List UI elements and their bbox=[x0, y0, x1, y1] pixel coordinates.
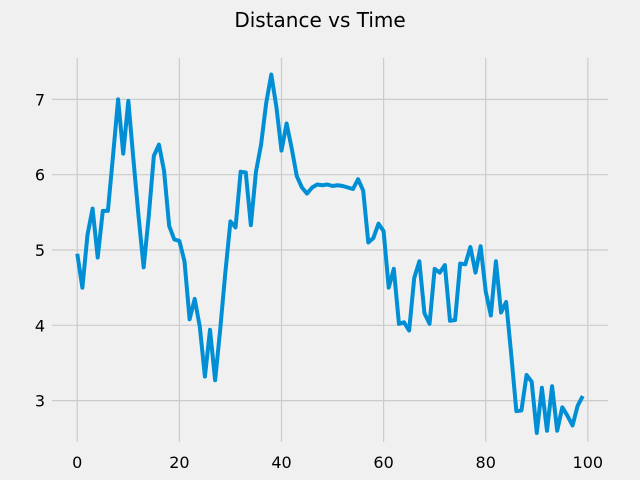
x-tick-label: 100 bbox=[573, 453, 604, 472]
x-tick-label: 0 bbox=[72, 453, 82, 472]
tick-labels: 0 20 40 60 80 100 3 4 5 6 7 bbox=[35, 90, 603, 472]
x-tick-label: 60 bbox=[373, 453, 393, 472]
series-layer bbox=[75, 72, 585, 435]
y-tick-label: 7 bbox=[35, 90, 45, 109]
y-tick-label: 6 bbox=[35, 166, 45, 185]
y-tick-label: 3 bbox=[35, 392, 45, 411]
x-tick-label: 20 bbox=[169, 453, 189, 472]
series-line-0 bbox=[75, 72, 585, 435]
chart-title: Distance vs Time bbox=[234, 8, 405, 32]
y-tick-label: 4 bbox=[35, 316, 45, 335]
x-tick-label: 80 bbox=[476, 453, 496, 472]
grid-lines bbox=[52, 58, 608, 442]
y-tick-label: 5 bbox=[35, 241, 45, 260]
x-tick-label: 40 bbox=[271, 453, 291, 472]
